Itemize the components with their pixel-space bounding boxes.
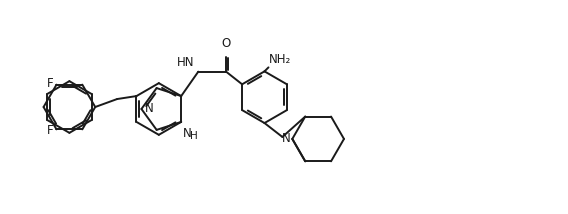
Text: N: N xyxy=(183,127,192,140)
Text: F: F xyxy=(47,77,53,90)
Text: HN: HN xyxy=(177,56,194,69)
Text: H: H xyxy=(190,131,198,141)
Text: NH₂: NH₂ xyxy=(269,54,291,66)
Text: N: N xyxy=(144,103,153,116)
Text: O: O xyxy=(222,37,231,50)
Text: F: F xyxy=(47,124,53,137)
Text: N: N xyxy=(282,132,290,146)
